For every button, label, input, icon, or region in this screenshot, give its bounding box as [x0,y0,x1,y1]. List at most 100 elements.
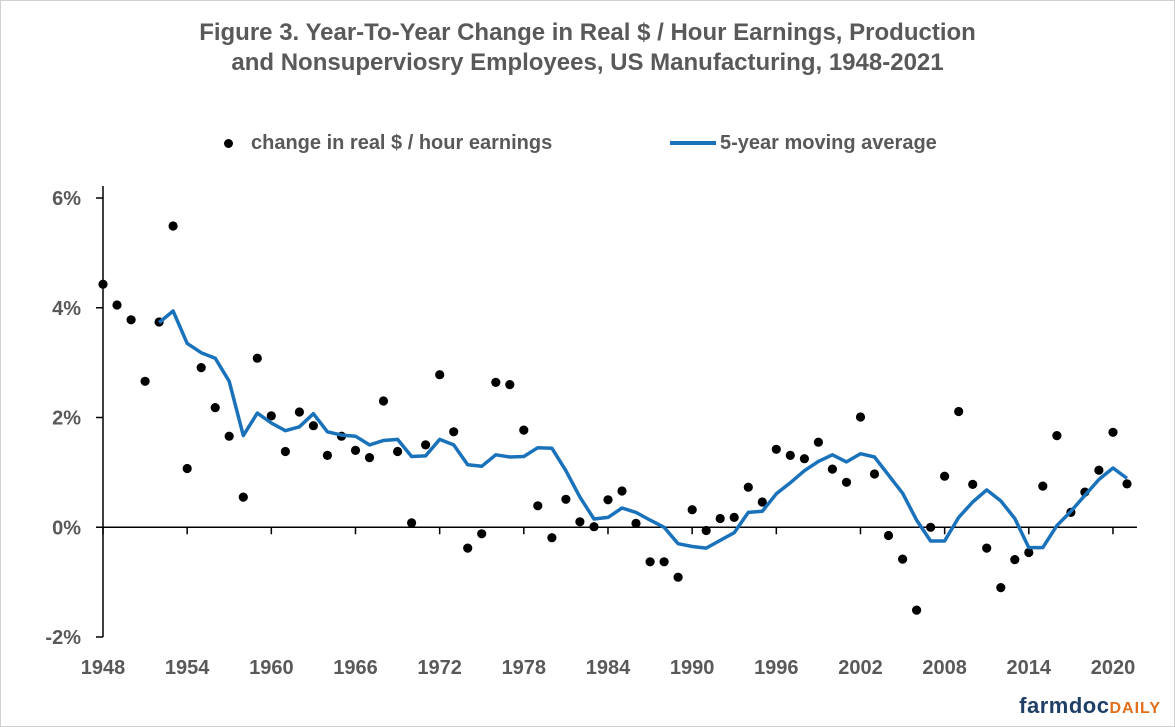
y-tick-label: 2% [52,408,81,430]
data-point [631,518,641,529]
data-point [1038,481,1048,491]
x-tick-label: 2002 [838,657,883,679]
data-point [1108,427,1118,437]
x-tick-label: 2008 [922,657,967,679]
data-point [1122,479,1132,489]
data-point [378,396,389,406]
data-point [575,517,585,527]
data-point [463,543,473,553]
legend-label-points: change in real $ / hour earnings [251,131,553,154]
data-point [140,376,150,386]
data-point [771,444,781,454]
data-point [996,583,1006,593]
data-point [1024,547,1034,558]
x-tick-label: 1960 [249,657,294,679]
data-point [435,370,445,380]
data-point [954,406,964,417]
data-point [673,572,683,582]
x-tick-label: 1972 [417,657,462,679]
data-point [645,557,655,567]
data-point [449,427,459,437]
data-point [926,522,936,532]
data-point [940,471,950,481]
data-point [252,353,262,363]
data-point [533,501,543,511]
data-point [855,412,866,422]
data-point [729,512,739,523]
chart-legend: change in real $ / hour earnings 5-year … [0,128,1175,158]
data-point [869,469,880,479]
data-point [421,440,431,450]
data-point [519,425,529,435]
data-point [841,477,852,487]
legend-label-line: 5-year moving average [720,131,937,154]
data-point [182,463,192,474]
data-point [547,533,557,543]
data-point [1010,555,1020,565]
x-tick-label: 2020 [1091,657,1136,679]
chart-title-line1: Figure 3. Year-To-Year Change in Real $ … [199,19,976,46]
x-tick-label: 1978 [502,657,547,679]
x-tick-label: 1984 [586,657,631,679]
data-point [407,518,417,528]
data-point [308,421,318,431]
moving-average-line [157,309,1129,550]
data-point [322,450,332,460]
data-point [168,221,178,231]
data-point [491,377,501,387]
data-point [589,522,599,532]
data-point [505,380,515,390]
x-tick-label: 1948 [81,657,126,679]
x-tick-label: 1966 [333,657,378,679]
data-point [968,479,978,489]
data-point [617,486,627,496]
data-point [799,454,810,464]
data-point [112,300,122,310]
data-point [561,494,571,504]
data-point [1094,465,1104,475]
data-point [350,445,361,455]
data-point [827,464,838,474]
data-point [785,450,795,460]
legend-item-line: 5-year moving average [670,128,937,158]
legend-line-marker [670,141,716,145]
y-tick-label: 6% [52,188,81,210]
data-point [1052,431,1062,441]
legend-dot-marker [224,138,233,148]
data-point [126,315,136,325]
data-point [912,605,922,615]
data-point [294,407,304,417]
data-point [982,543,992,553]
data-point [364,453,375,463]
x-tick-label: 2014 [1007,657,1052,679]
data-point [238,492,248,502]
data-point [224,431,234,441]
data-point [715,513,725,524]
data-point [210,403,220,413]
data-point [687,505,697,515]
data-point [266,411,276,421]
data-point [743,482,753,492]
data-point [393,446,403,457]
y-tick-label: 0% [52,517,81,539]
x-tick-label: 1996 [754,657,799,679]
data-point [701,525,711,536]
data-point [898,554,908,564]
data-point [813,437,824,447]
chart-title: Figure 3. Year-To-Year Change in Real $ … [0,18,1175,78]
data-point [477,529,487,539]
data-point [659,557,669,567]
data-point [196,363,206,373]
data-point [757,497,767,507]
x-tick-label: 1954 [165,657,210,679]
chart-title-line2: and Nonsuperviosry Employees, US Manufac… [231,49,944,76]
x-tick-label: 1990 [670,657,715,679]
brand-part2: DAILY [1109,700,1161,717]
axes-group: -2% 0% 2% 4% 6% 1948 1954 1960 1966 1972 1978 1984 1… [45,186,1137,679]
legend-item-points: change in real $ / hour earnings [224,128,552,158]
y-tick-label: -2% [45,627,81,649]
y-tick-label: 4% [52,298,81,320]
marks-group [98,221,1132,615]
brand-logo: farmdocDAILY [1019,693,1161,719]
